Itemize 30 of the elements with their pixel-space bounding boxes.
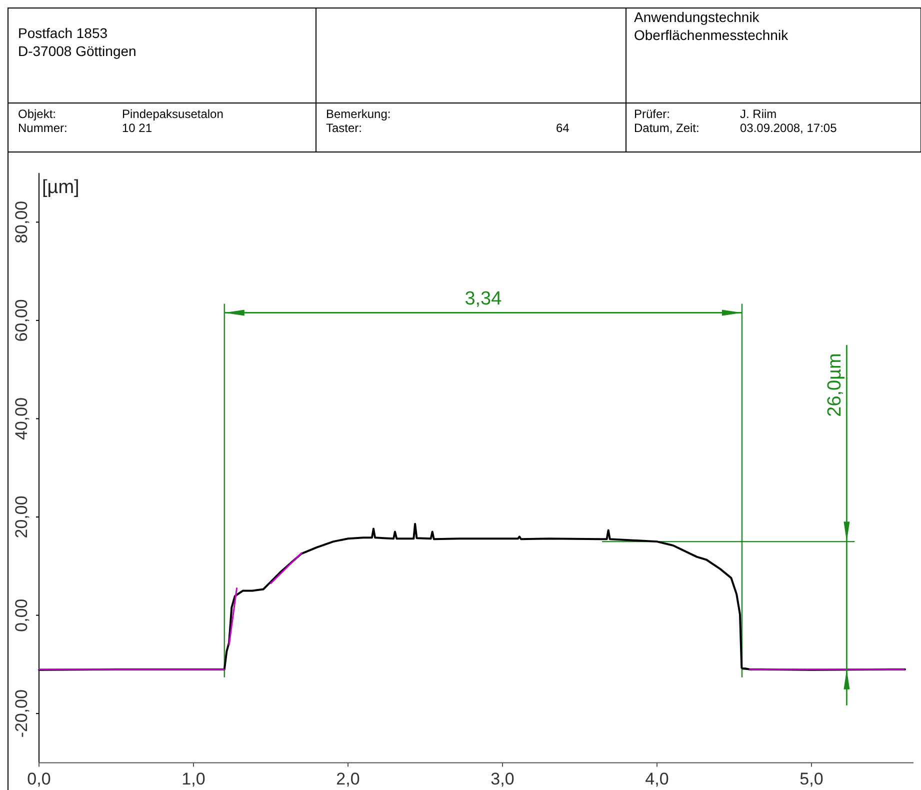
y-tick-label: 80,00 bbox=[12, 200, 31, 244]
x-tick-label: 5,0 bbox=[800, 770, 824, 789]
text: 10 21 bbox=[122, 121, 152, 135]
text: Bemerkung: bbox=[326, 107, 391, 121]
x-tick-label: 2,0 bbox=[336, 770, 360, 789]
y-axis-title: [µm] bbox=[42, 177, 80, 198]
text: D-37008 Göttingen bbox=[18, 43, 136, 59]
y-tick-label: 40,00 bbox=[12, 397, 31, 440]
y-tick-label: 60,00 bbox=[12, 299, 31, 342]
x-tick-label: 0,0 bbox=[27, 770, 51, 789]
annotation: 3,34 bbox=[464, 288, 502, 310]
text: Objekt: bbox=[18, 107, 56, 121]
x-tick-label: 4,0 bbox=[645, 770, 669, 789]
x-tick-label: 1,0 bbox=[182, 770, 206, 789]
text: Postfach 1853 bbox=[18, 25, 108, 41]
text: Taster: bbox=[326, 121, 362, 135]
y-tick-label: 20,00 bbox=[12, 496, 31, 538]
annotation: 26,0µm bbox=[824, 353, 846, 417]
text: Datum, Zeit: bbox=[634, 121, 700, 135]
x-tick-label: 3,0 bbox=[490, 770, 514, 789]
y-tick-label: 0,00 bbox=[12, 598, 31, 632]
text: Pindepaksusetalon bbox=[122, 107, 224, 121]
text: 03.09.2008, 17:05 bbox=[740, 121, 838, 135]
text: Prüfer: bbox=[634, 107, 670, 121]
text: Anwendungstechnik bbox=[634, 9, 760, 25]
text: Oberflächenmesstechnik bbox=[634, 27, 790, 43]
text: Nummer: bbox=[18, 121, 68, 135]
y-tick-label: -20,00 bbox=[12, 689, 31, 738]
text: 64 bbox=[556, 121, 570, 135]
text: J. Riim bbox=[740, 107, 777, 121]
